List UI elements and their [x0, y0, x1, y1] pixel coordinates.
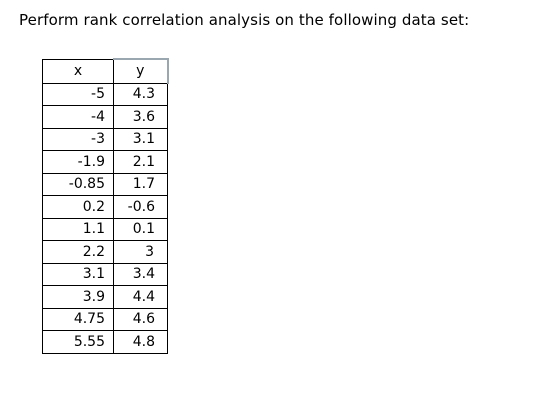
table-row: -0.85 1.7	[42, 172, 168, 196]
y-value: 3.1	[113, 127, 168, 151]
table-row: -3 3.1	[42, 127, 168, 151]
x-value: -3	[42, 127, 114, 151]
x-value: 3.9	[42, 285, 114, 309]
x-value: -1.9	[42, 150, 114, 174]
table-row: -5 4.3	[42, 82, 168, 106]
x-value: 1.1	[42, 217, 114, 241]
y-value: 4.6	[113, 307, 168, 331]
y-value: 4.3	[113, 82, 168, 106]
y-value: 3	[113, 240, 168, 264]
x-value: 4.75	[42, 307, 114, 331]
x-value: 2.2	[42, 240, 114, 264]
x-value: 3.1	[42, 262, 114, 286]
y-value: 1.7	[113, 172, 168, 196]
table-row: 1.1 0.1	[42, 217, 168, 241]
x-value: -5	[42, 82, 114, 106]
table-row: 5.55 4.8	[42, 330, 168, 354]
table-row: 3.9 4.4	[42, 285, 168, 309]
y-value: -0.6	[113, 195, 168, 219]
problem-statement: Perform rank correlation analysis on the…	[19, 11, 470, 29]
column-header-x: x	[42, 58, 114, 84]
x-value: 5.55	[42, 330, 114, 354]
x-value: -0.85	[42, 172, 114, 196]
x-value: -4	[42, 105, 114, 129]
table-header-row: x y	[42, 58, 169, 84]
column-header-y: y	[113, 58, 169, 84]
table-row: 3.1 3.4	[42, 262, 168, 286]
table-row: -4 3.6	[42, 105, 168, 129]
table-row: 4.75 4.6	[42, 307, 168, 331]
y-value: 4.4	[113, 285, 168, 309]
data-table: x y -5 4.3 -4 3.6 -3 3.1 -1.9 2.1 -0.85 …	[42, 58, 169, 354]
y-value: 3.6	[113, 105, 168, 129]
x-value: 0.2	[42, 195, 114, 219]
table-row: 0.2 -0.6	[42, 195, 168, 219]
table-row: -1.9 2.1	[42, 150, 168, 174]
y-value: 3.4	[113, 262, 168, 286]
table-row: 2.2 3	[42, 240, 168, 264]
y-value: 0.1	[113, 217, 168, 241]
y-value: 4.8	[113, 330, 168, 354]
y-value: 2.1	[113, 150, 168, 174]
